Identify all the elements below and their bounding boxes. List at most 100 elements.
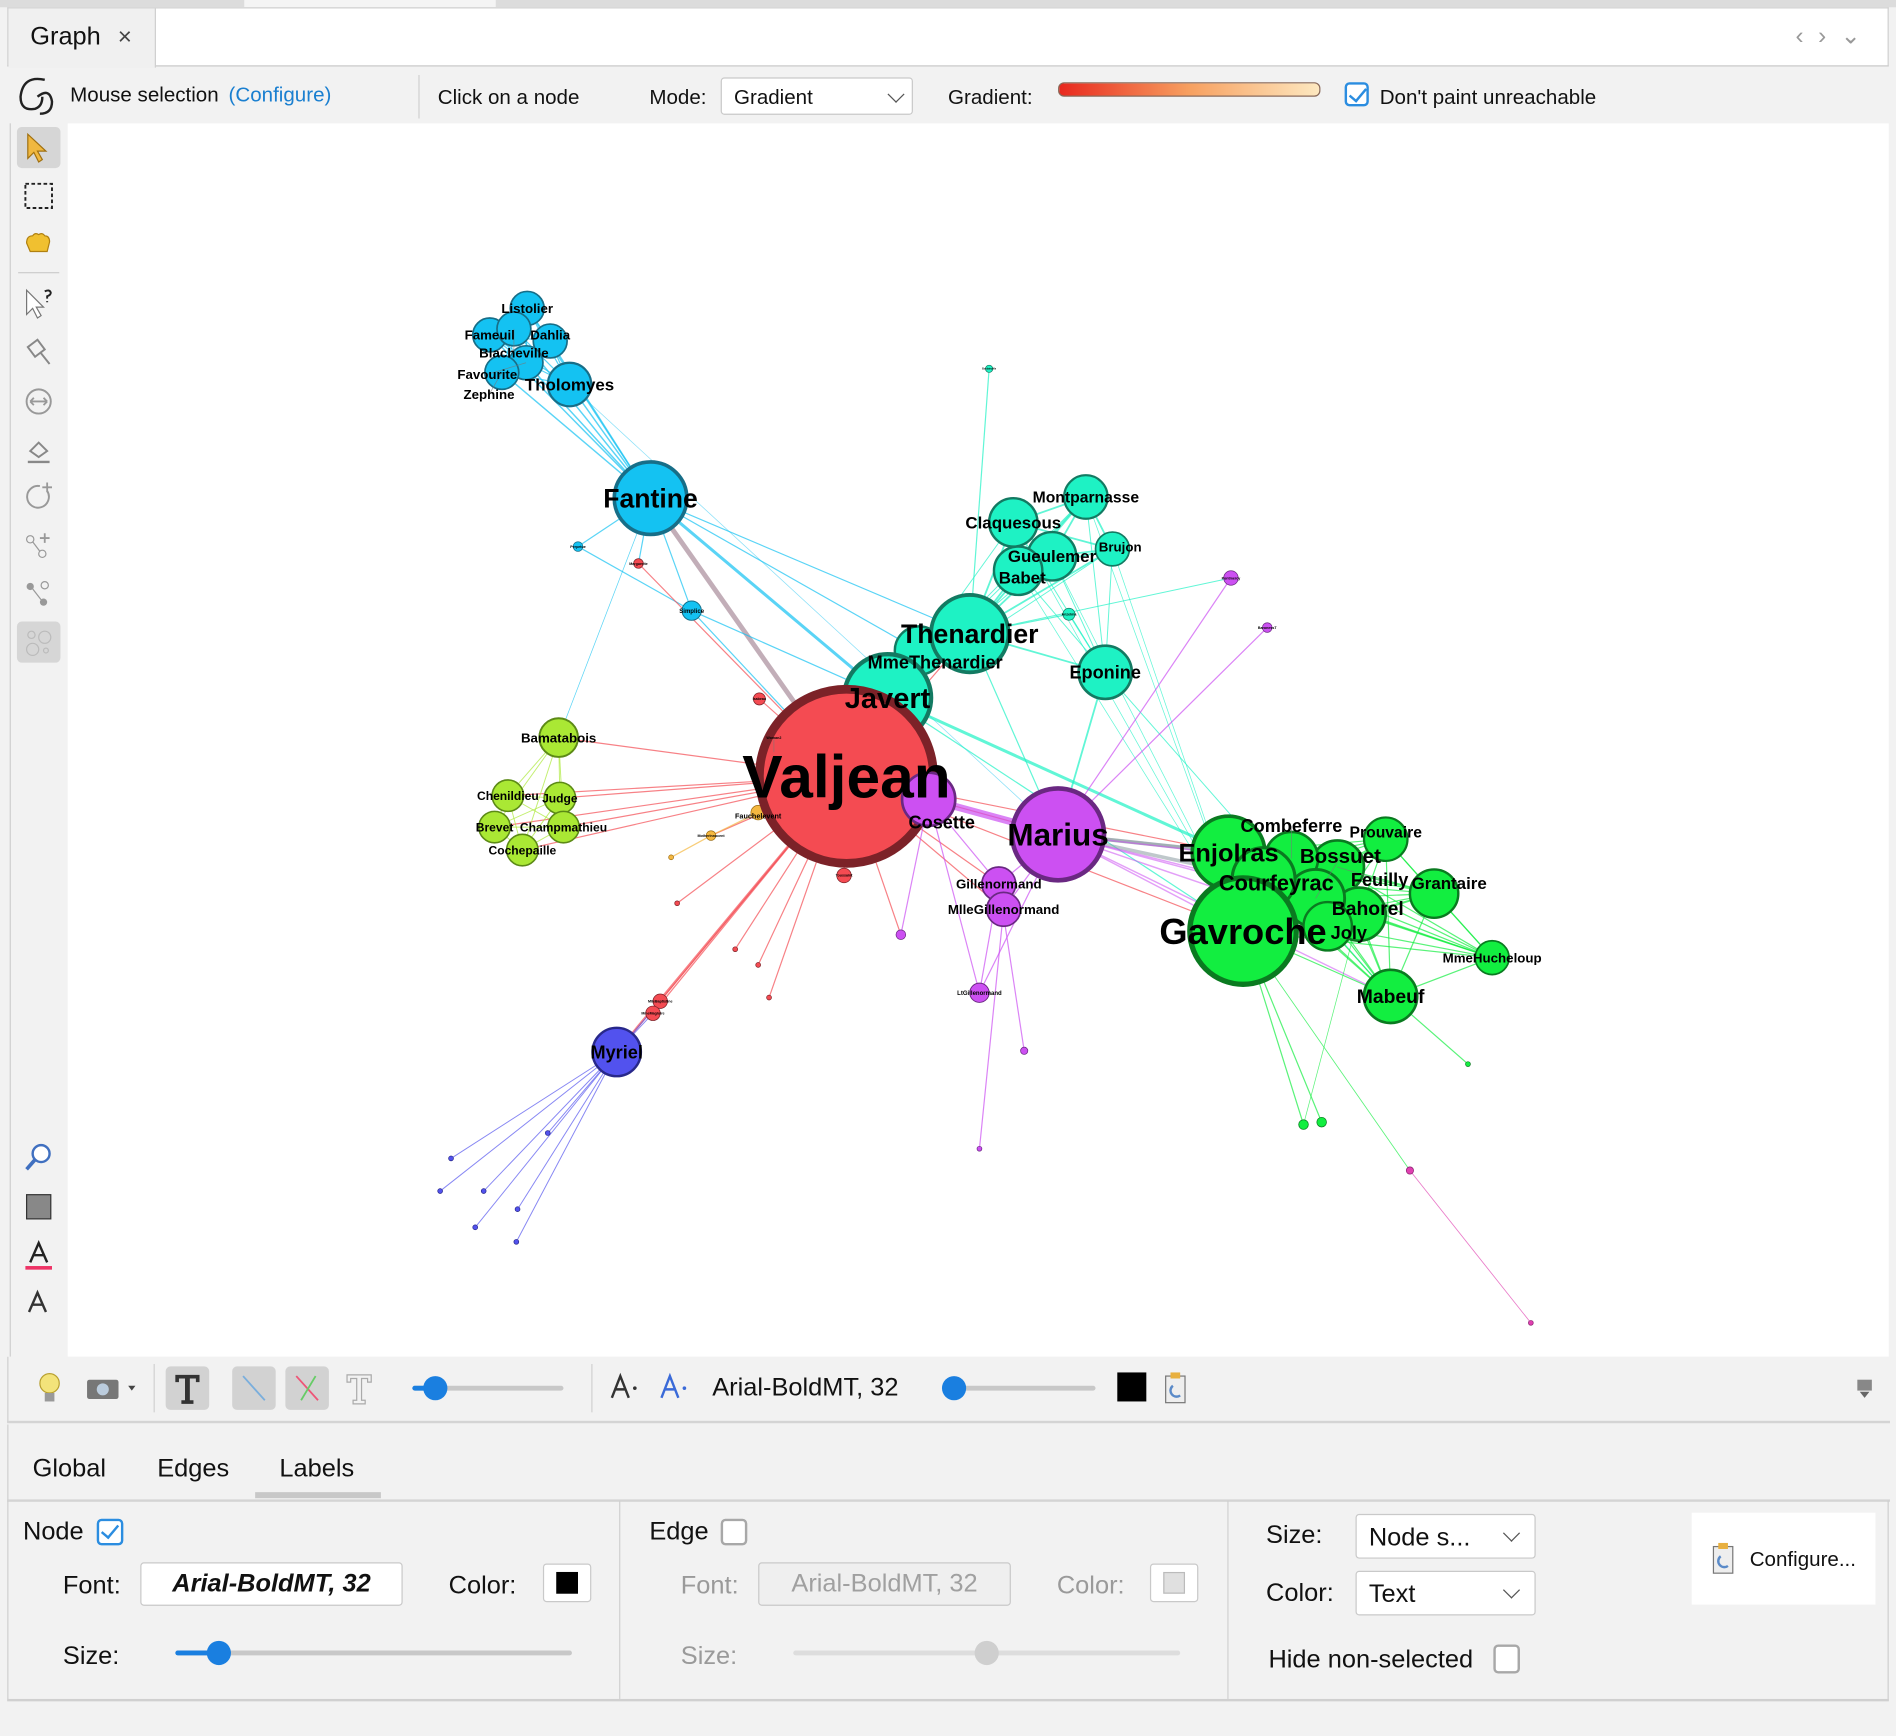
show-edges-button[interactable]	[232, 1366, 276, 1410]
graph-node[interactable]	[532, 323, 568, 359]
color-mode-select[interactable]: Text	[1355, 1570, 1536, 1616]
graph-node[interactable]	[1474, 939, 1510, 976]
edge-color-swatch[interactable]	[1149, 1563, 1199, 1603]
graph-node[interactable]	[752, 692, 766, 706]
graph-node[interactable]	[836, 867, 852, 884]
graph-node[interactable]	[1094, 531, 1131, 567]
node-font-field[interactable]: Arial-BoldMT, 32	[140, 1562, 403, 1606]
slider-knob[interactable]	[941, 1376, 966, 1401]
chevron-down-icon[interactable]: ⌄	[1840, 22, 1876, 50]
graph-node[interactable]	[1009, 786, 1107, 883]
graph-node[interactable]	[1063, 474, 1109, 520]
edge-label-size-slider[interactable]	[793, 1640, 1181, 1666]
chevron-left-icon[interactable]: ‹	[1795, 22, 1819, 50]
graph-node[interactable]	[976, 1145, 983, 1152]
graph-node[interactable]	[1405, 1166, 1414, 1175]
graph-node[interactable]	[1302, 900, 1354, 952]
label-color-icon[interactable]	[17, 1235, 61, 1276]
painter-brush-icon[interactable]	[17, 333, 61, 374]
graph-node[interactable]	[544, 1130, 551, 1136]
graph-node[interactable]	[705, 830, 717, 841]
rectangle-selection-icon[interactable]	[17, 175, 61, 216]
collapse-panel-icon[interactable]	[1846, 1366, 1882, 1410]
graph-node[interactable]	[472, 1224, 478, 1231]
graph-node[interactable]	[612, 460, 689, 537]
edit-node-info-icon[interactable]	[17, 283, 61, 324]
edge-color-source-button[interactable]	[285, 1366, 329, 1410]
label-size-slider[interactable]	[941, 1376, 1096, 1401]
graph-view[interactable]: Valjean Gavroche Marius Javert Fantine Thenar…	[68, 123, 1889, 1356]
edge-thickness-slider[interactable]	[412, 1376, 564, 1401]
graph-node[interactable]	[766, 994, 772, 1001]
zoom-icon[interactable]	[17, 1137, 61, 1178]
background-color-icon[interactable]	[17, 1186, 61, 1227]
dont-paint-unreachable-checkbox[interactable]	[1344, 82, 1369, 107]
graph-node[interactable]	[491, 779, 525, 813]
gradient-picker[interactable]	[1058, 82, 1321, 97]
label-font-value[interactable]: Arial-BoldMT, 32	[712, 1373, 899, 1402]
graph-node[interactable]	[1077, 644, 1134, 701]
graph-node[interactable]	[985, 364, 994, 373]
graph-node[interactable]	[969, 982, 990, 1003]
configure-button[interactable]: Configure...	[1691, 1512, 1876, 1605]
slider-knob[interactable]	[422, 1376, 448, 1401]
add-edge-icon[interactable]	[17, 525, 61, 566]
node-color-swatch[interactable]	[542, 1563, 592, 1603]
heat-map-icon[interactable]	[16, 621, 61, 663]
graph-node[interactable]	[1223, 570, 1239, 586]
shortest-path-icon[interactable]	[17, 573, 61, 614]
node-label-size-slider[interactable]	[175, 1640, 572, 1666]
graph-node[interactable]	[591, 1026, 643, 1078]
chevron-right-icon[interactable]: ›	[1818, 22, 1841, 50]
direct-selection-icon[interactable]	[16, 126, 61, 169]
graph-node[interactable]	[1362, 968, 1419, 1025]
show-node-labels-button[interactable]	[165, 1366, 210, 1410]
size-mode-select[interactable]: Node s...	[1355, 1513, 1536, 1559]
tab-graph[interactable]: Graph ×	[8, 8, 156, 68]
graph-node[interactable]	[546, 810, 580, 844]
slider-knob[interactable]	[206, 1640, 232, 1666]
graph-node[interactable]	[514, 1206, 521, 1212]
graph-node[interactable]	[546, 361, 593, 408]
graph-node[interactable]	[448, 1155, 454, 1162]
graph-node[interactable]	[1362, 816, 1409, 863]
drag-hand-icon[interactable]	[17, 224, 61, 265]
tab-global[interactable]: Global	[32, 1454, 107, 1483]
graph-node[interactable]	[895, 929, 907, 940]
slider-knob[interactable]	[974, 1640, 999, 1666]
font-color-icon[interactable]	[653, 1366, 697, 1410]
edge-font-field[interactable]: Arial-BoldMT, 32	[758, 1562, 1011, 1606]
configure-link[interactable]: (Configure)	[228, 83, 332, 107]
graph-node[interactable]	[992, 545, 1044, 597]
graph-node[interactable]	[478, 810, 512, 844]
graph-node[interactable]	[1062, 607, 1076, 621]
graph-node[interactable]	[1187, 875, 1299, 987]
graph-node[interactable]	[1020, 1046, 1029, 1055]
graph-canvas[interactable]: Valjean Gavroche Marius Javert Fantine Thenar…	[67, 123, 1889, 1357]
graph-node[interactable]	[755, 962, 761, 968]
graph-node[interactable]	[505, 833, 539, 867]
graph-node[interactable]	[668, 854, 674, 861]
close-icon[interactable]: ×	[117, 24, 132, 51]
graph-node[interactable]	[985, 891, 1022, 928]
graph-node[interactable]	[572, 541, 584, 552]
graph-node[interactable]	[1465, 1061, 1471, 1067]
lightbulb-icon[interactable]	[28, 1366, 72, 1410]
tab-labels[interactable]: Labels	[279, 1454, 355, 1483]
graph-node[interactable]	[513, 1239, 520, 1245]
graph-node[interactable]	[652, 993, 668, 1009]
tab-edges[interactable]: Edges	[157, 1454, 230, 1483]
graph-node[interactable]	[538, 717, 579, 758]
bucket-fill-icon[interactable]	[17, 429, 61, 470]
graph-node[interactable]	[929, 592, 1011, 675]
graph-node[interactable]	[1528, 1320, 1534, 1326]
graph-node[interactable]	[1316, 1116, 1327, 1128]
node-labels-checkbox[interactable]	[96, 1518, 124, 1546]
font-icon[interactable]	[17, 1282, 61, 1323]
graph-node[interactable]	[681, 600, 702, 621]
graph-node[interactable]	[900, 771, 957, 828]
graph-node[interactable]	[732, 946, 738, 953]
graph-node[interactable]	[1262, 622, 1273, 633]
hide-non-selected-checkbox[interactable]	[1493, 1644, 1520, 1674]
graph-node[interactable]	[437, 1188, 443, 1194]
